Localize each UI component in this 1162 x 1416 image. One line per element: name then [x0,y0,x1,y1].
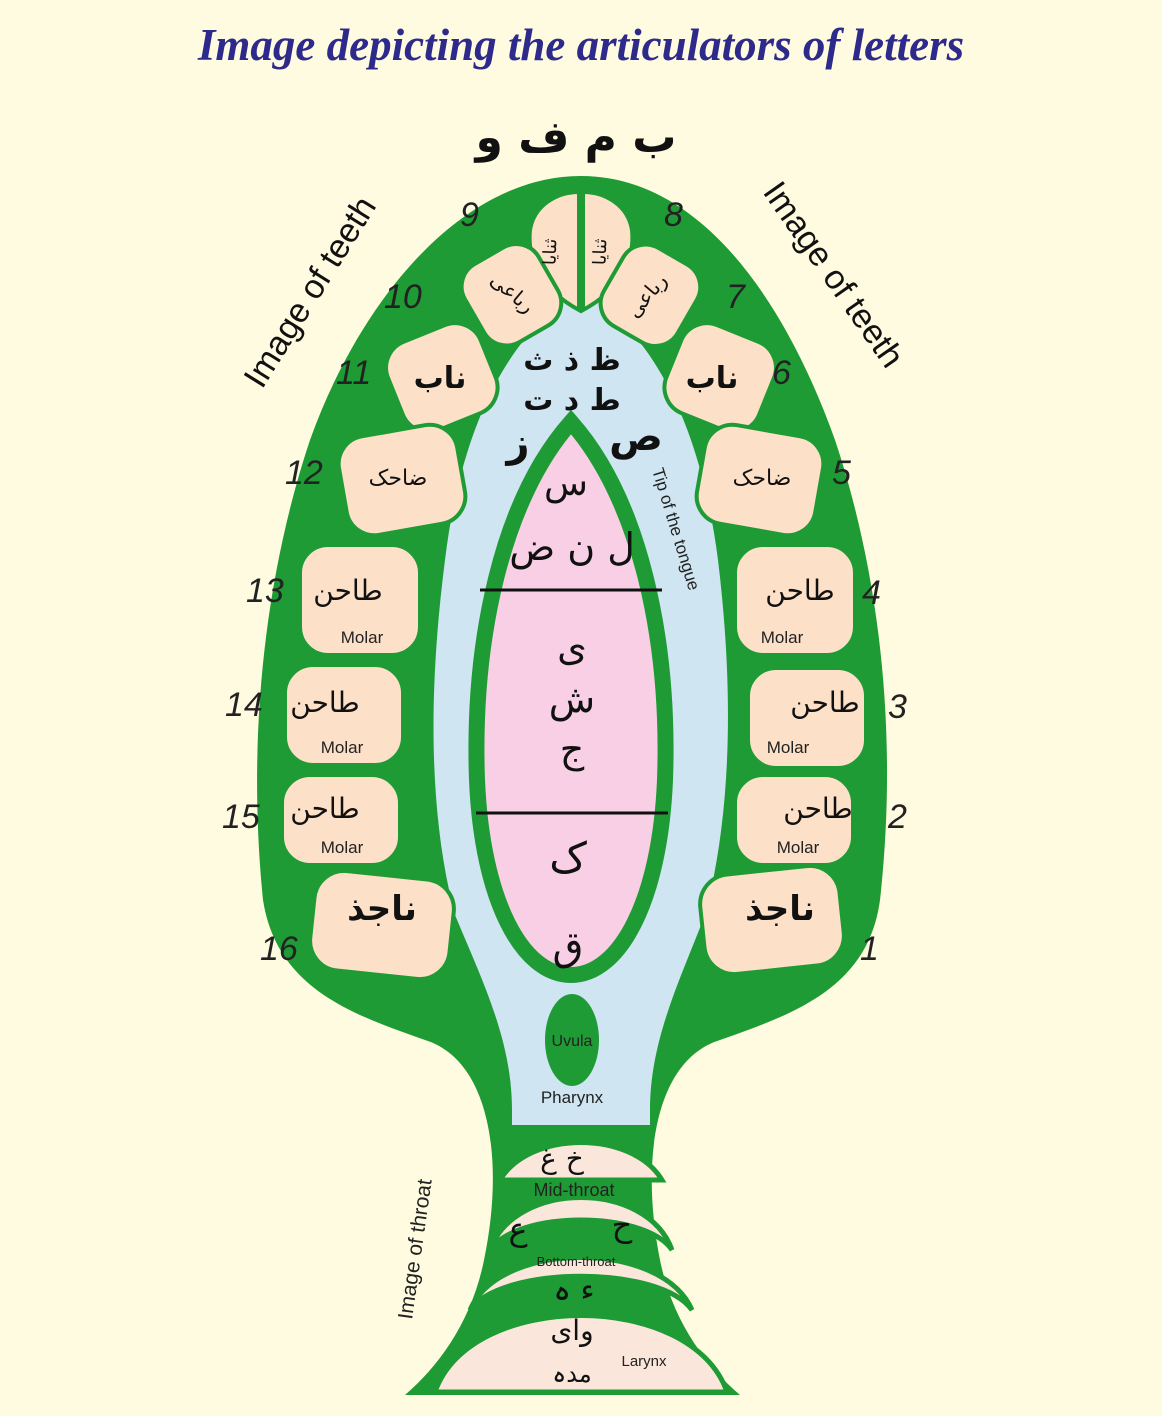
tooth-number-1: 1 [860,930,879,968]
tooth-number-9: 9 [460,196,479,234]
tooth-15 [280,773,402,867]
tooth-number-14: 14 [225,686,263,724]
palate-letter-left: ز [504,420,529,466]
tooth-13-sub: Molar [341,628,384,647]
throat-letters-bottom: ء ہ [553,1273,594,1308]
palate-letter-right: ص [609,414,663,460]
teeth [280,189,868,982]
tooth-number-10: 10 [384,278,422,316]
throat-letter-mid-right: ح [612,1206,633,1244]
tooth-number-13: 13 [246,572,284,610]
page-title: Image depicting the articulators of lett… [197,20,964,70]
tongue [468,409,674,984]
tooth-number-6: 6 [772,354,791,392]
molar-labels: Molar Molar Molar Molar Molar Molar [321,628,820,857]
bottom-throat-label: Bottom-throat [537,1254,616,1269]
throat-label: Image of throat [394,1177,436,1320]
tooth-number-3: 3 [888,688,907,726]
tooth-4-name: طاحن [765,574,834,607]
tooth-15-sub: Molar [321,838,364,857]
tooth-number-11: 11 [336,354,371,392]
tooth-2-name: طاحن [783,792,852,825]
tooth-number-15: 15 [222,798,260,836]
tooth-2-sub: Molar [777,838,820,857]
larynx-letters-1: وای [550,1314,593,1347]
tooth-15-name: طاحن [290,792,359,825]
throat-band-2 [487,1195,675,1252]
palate-letters-row1: ظ ذ ث [523,343,621,378]
tooth-13 [298,543,422,657]
tooth-4-sub: Molar [761,628,804,647]
tooth-12 [336,422,468,538]
tooth-9-name: ثنایا [540,238,562,265]
tongue-letter-back: ق [552,924,583,970]
tooth-6 [662,321,778,434]
tooth-5-name: ضاحک [733,466,792,491]
tooth-14-sub: Molar [321,738,364,757]
tooth-4 [733,543,857,657]
tongue-letter-lower: ک [549,833,587,882]
tooth-3-sub: Molar [767,738,810,757]
tooth-16 [308,868,456,982]
tooth-number-7: 7 [726,278,746,316]
tooth-11-name: ناب [414,361,467,396]
tooth-numbers: 1 2 3 4 5 6 7 8 9 10 11 12 13 14 15 16 [222,196,907,968]
uvula [545,994,599,1086]
tooth-11 [384,321,500,434]
larynx-label: Larynx [621,1353,667,1370]
tooth-10 [459,242,564,348]
tooth-number-2: 2 [887,798,907,836]
throat-letters-upper: خ غ [540,1142,585,1175]
tooth-14 [283,663,405,767]
uvula-label: Uvula [552,1033,593,1050]
tooth-3 [746,666,868,770]
tooth-6-name: ناب [686,361,739,396]
tooth-12-name: ضاحک [369,466,428,491]
tooth-16-name: ناجذ [347,889,417,929]
tooth-13-name: طاحن [313,574,382,607]
throat-letter-mid-left: ع [508,1210,527,1248]
tooth-number-8: 8 [664,196,683,234]
tooth-8-name: ثنایا [590,238,612,265]
tongue-letter-mid1: ی [557,625,587,669]
tongue-letter-mid3: ج [560,727,585,772]
tooth-14-name: طاحن [290,686,359,719]
tooth-number-4: 4 [862,574,881,612]
lips-letters: ب م ف و [474,112,677,163]
tooth-5 [694,422,826,538]
tongue-letter-mid2: ش [549,677,595,721]
tooth-1-name: ناجذ [745,889,815,929]
throat-band-1 [495,1140,667,1183]
larynx-letters-2: مدہ [552,1360,592,1388]
tooth-3-name: طاحن [790,686,859,719]
tongue-letters-upper: ل ن ض [509,525,635,570]
tooth-number-12: 12 [285,454,323,492]
tooth-1 [698,863,846,977]
pharynx-label: Pharynx [541,1088,604,1107]
throat-band-4 [431,1313,731,1395]
tooth-number-5: 5 [832,454,851,492]
tooth-7 [598,242,703,348]
tooth-2 [733,773,855,867]
tooth-number-16: 16 [260,930,298,968]
palate-letters-row2: ط د ت [523,383,621,418]
tongue-letter-top: س [544,463,588,504]
mid-throat-label: Mid-throat [533,1180,614,1200]
throat-band-3 [467,1255,695,1312]
